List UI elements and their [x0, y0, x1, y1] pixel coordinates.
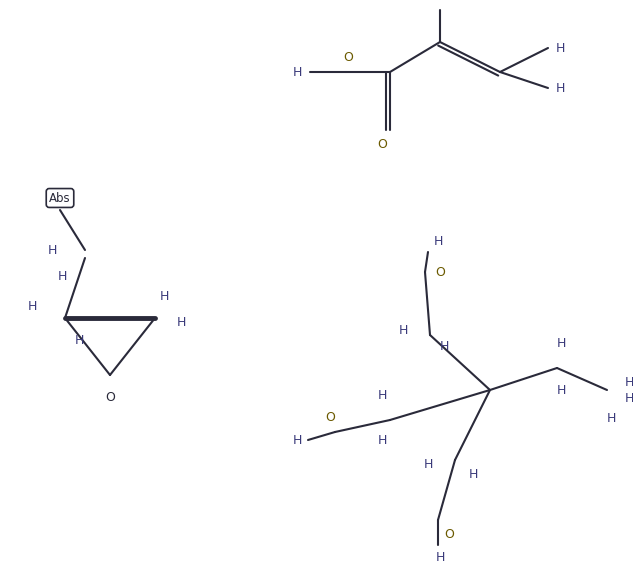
Text: O: O	[343, 51, 353, 64]
Text: H: H	[440, 340, 449, 354]
Text: H: H	[625, 375, 633, 389]
Text: H: H	[58, 270, 67, 282]
Text: H: H	[434, 235, 443, 248]
Text: H: H	[625, 392, 633, 404]
Text: O: O	[105, 391, 115, 404]
Text: H: H	[377, 434, 387, 447]
Text: H: H	[436, 0, 445, 2]
Text: Abs: Abs	[49, 191, 71, 205]
Text: H: H	[292, 66, 302, 79]
Text: H: H	[556, 41, 565, 55]
Text: O: O	[435, 266, 445, 278]
Text: O: O	[325, 411, 335, 424]
Text: H: H	[160, 289, 170, 302]
Text: O: O	[444, 528, 454, 541]
Text: H: H	[556, 82, 565, 94]
Text: H: H	[436, 551, 445, 564]
Text: H: H	[556, 337, 566, 350]
Text: H: H	[469, 467, 479, 481]
Text: H: H	[177, 316, 186, 328]
Text: H: H	[75, 334, 84, 347]
Text: H: H	[606, 412, 616, 425]
Text: H: H	[292, 434, 302, 447]
Text: H: H	[556, 384, 566, 397]
Text: H: H	[28, 300, 37, 312]
Text: H: H	[399, 324, 408, 338]
Text: H: H	[423, 458, 433, 470]
Text: O: O	[377, 138, 387, 151]
Text: H: H	[47, 243, 57, 256]
Text: H: H	[377, 389, 387, 402]
